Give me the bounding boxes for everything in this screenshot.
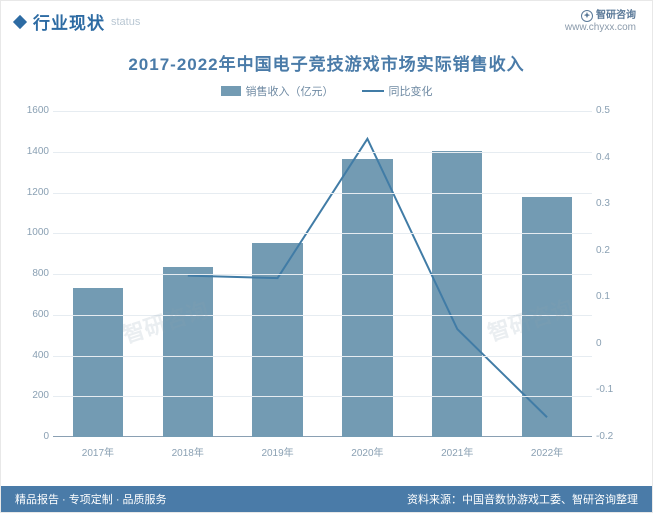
footer-right: 资料来源：中国音数协游戏工委、智研咨询整理 bbox=[407, 491, 638, 507]
y-right-label: -0.1 bbox=[596, 384, 630, 395]
grid-line bbox=[53, 152, 592, 153]
x-tick: 2021年 bbox=[412, 444, 502, 459]
y-left-label: 1600 bbox=[15, 105, 49, 116]
chart-title: 2017-2022年中国电子竞技游戏市场实际销售收入 bbox=[1, 50, 652, 75]
legend-line-label: 同比变化 bbox=[389, 83, 433, 99]
grid-line bbox=[53, 193, 592, 194]
x-axis: 2017年2018年2019年2020年2021年2022年 bbox=[53, 444, 592, 459]
plot-area bbox=[53, 111, 592, 437]
header-left: 行业现状 status bbox=[15, 9, 158, 34]
brand-block: ✦ 智研咨询 www.chyxx.com bbox=[565, 10, 636, 34]
x-tick: 2017年 bbox=[53, 444, 143, 459]
chart-container: 行业现状 status ✦ 智研咨询 www.chyxx.com 2017-20… bbox=[0, 0, 653, 513]
brand-name: 智研咨询 bbox=[596, 10, 636, 22]
y-right-label: 0.4 bbox=[596, 152, 630, 163]
grid-line bbox=[53, 111, 592, 112]
line-path bbox=[188, 139, 547, 417]
brand-icon: ✦ bbox=[581, 10, 593, 22]
y-right-label: 0.5 bbox=[596, 105, 630, 116]
brand-name-row: ✦ 智研咨询 bbox=[581, 10, 636, 22]
y-right-label: -0.2 bbox=[596, 431, 630, 442]
grid-line bbox=[53, 233, 592, 234]
x-tick: 2022年 bbox=[502, 444, 592, 459]
x-tick: 2018年 bbox=[143, 444, 233, 459]
brand-url: www.chyxx.com bbox=[565, 22, 636, 34]
grid-line bbox=[53, 396, 592, 397]
footer-left: 精品报告 · 专项定制 · 品质服务 bbox=[15, 491, 167, 507]
legend-bar-swatch bbox=[221, 86, 241, 96]
plot-wrap: 2017年2018年2019年2020年2021年2022年 智研咨询 智研咨询… bbox=[11, 105, 634, 465]
header-title: 行业现状 bbox=[33, 9, 105, 34]
y-right-label: 0.3 bbox=[596, 198, 630, 209]
grid-line bbox=[53, 315, 592, 316]
x-tick: 2019年 bbox=[233, 444, 323, 459]
header-subtitle: status bbox=[111, 16, 140, 28]
y-left-label: 200 bbox=[15, 390, 49, 401]
footer: 精品报告 · 专项定制 · 品质服务 资料来源：中国音数协游戏工委、智研咨询整理 bbox=[1, 486, 652, 512]
legend-bar-label: 销售收入（亿元） bbox=[246, 83, 334, 99]
grid-line bbox=[53, 356, 592, 357]
legend-line-item: 同比变化 bbox=[362, 83, 433, 99]
legend-bar-item: 销售收入（亿元） bbox=[221, 83, 334, 99]
y-right-label: 0.2 bbox=[596, 245, 630, 256]
y-left-label: 1000 bbox=[15, 227, 49, 238]
y-right-label: 0 bbox=[596, 338, 630, 349]
grid-line bbox=[53, 274, 592, 275]
y-left-label: 1200 bbox=[15, 187, 49, 198]
y-left-label: 800 bbox=[15, 268, 49, 279]
y-left-label: 600 bbox=[15, 309, 49, 320]
legend-line-swatch bbox=[362, 90, 384, 92]
legend: 销售收入（亿元） 同比变化 bbox=[1, 83, 652, 99]
header: 行业现状 status ✦ 智研咨询 www.chyxx.com bbox=[1, 1, 652, 38]
y-right-label: 0.1 bbox=[596, 291, 630, 302]
y-left-label: 1400 bbox=[15, 146, 49, 157]
x-tick: 2020年 bbox=[322, 444, 412, 459]
diamond-icon bbox=[13, 14, 27, 28]
y-left-label: 400 bbox=[15, 350, 49, 361]
y-left-label: 0 bbox=[15, 431, 49, 442]
